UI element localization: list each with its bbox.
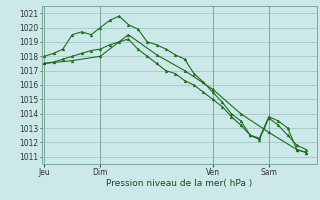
X-axis label: Pression niveau de la mer( hPa ): Pression niveau de la mer( hPa ) <box>106 179 252 188</box>
